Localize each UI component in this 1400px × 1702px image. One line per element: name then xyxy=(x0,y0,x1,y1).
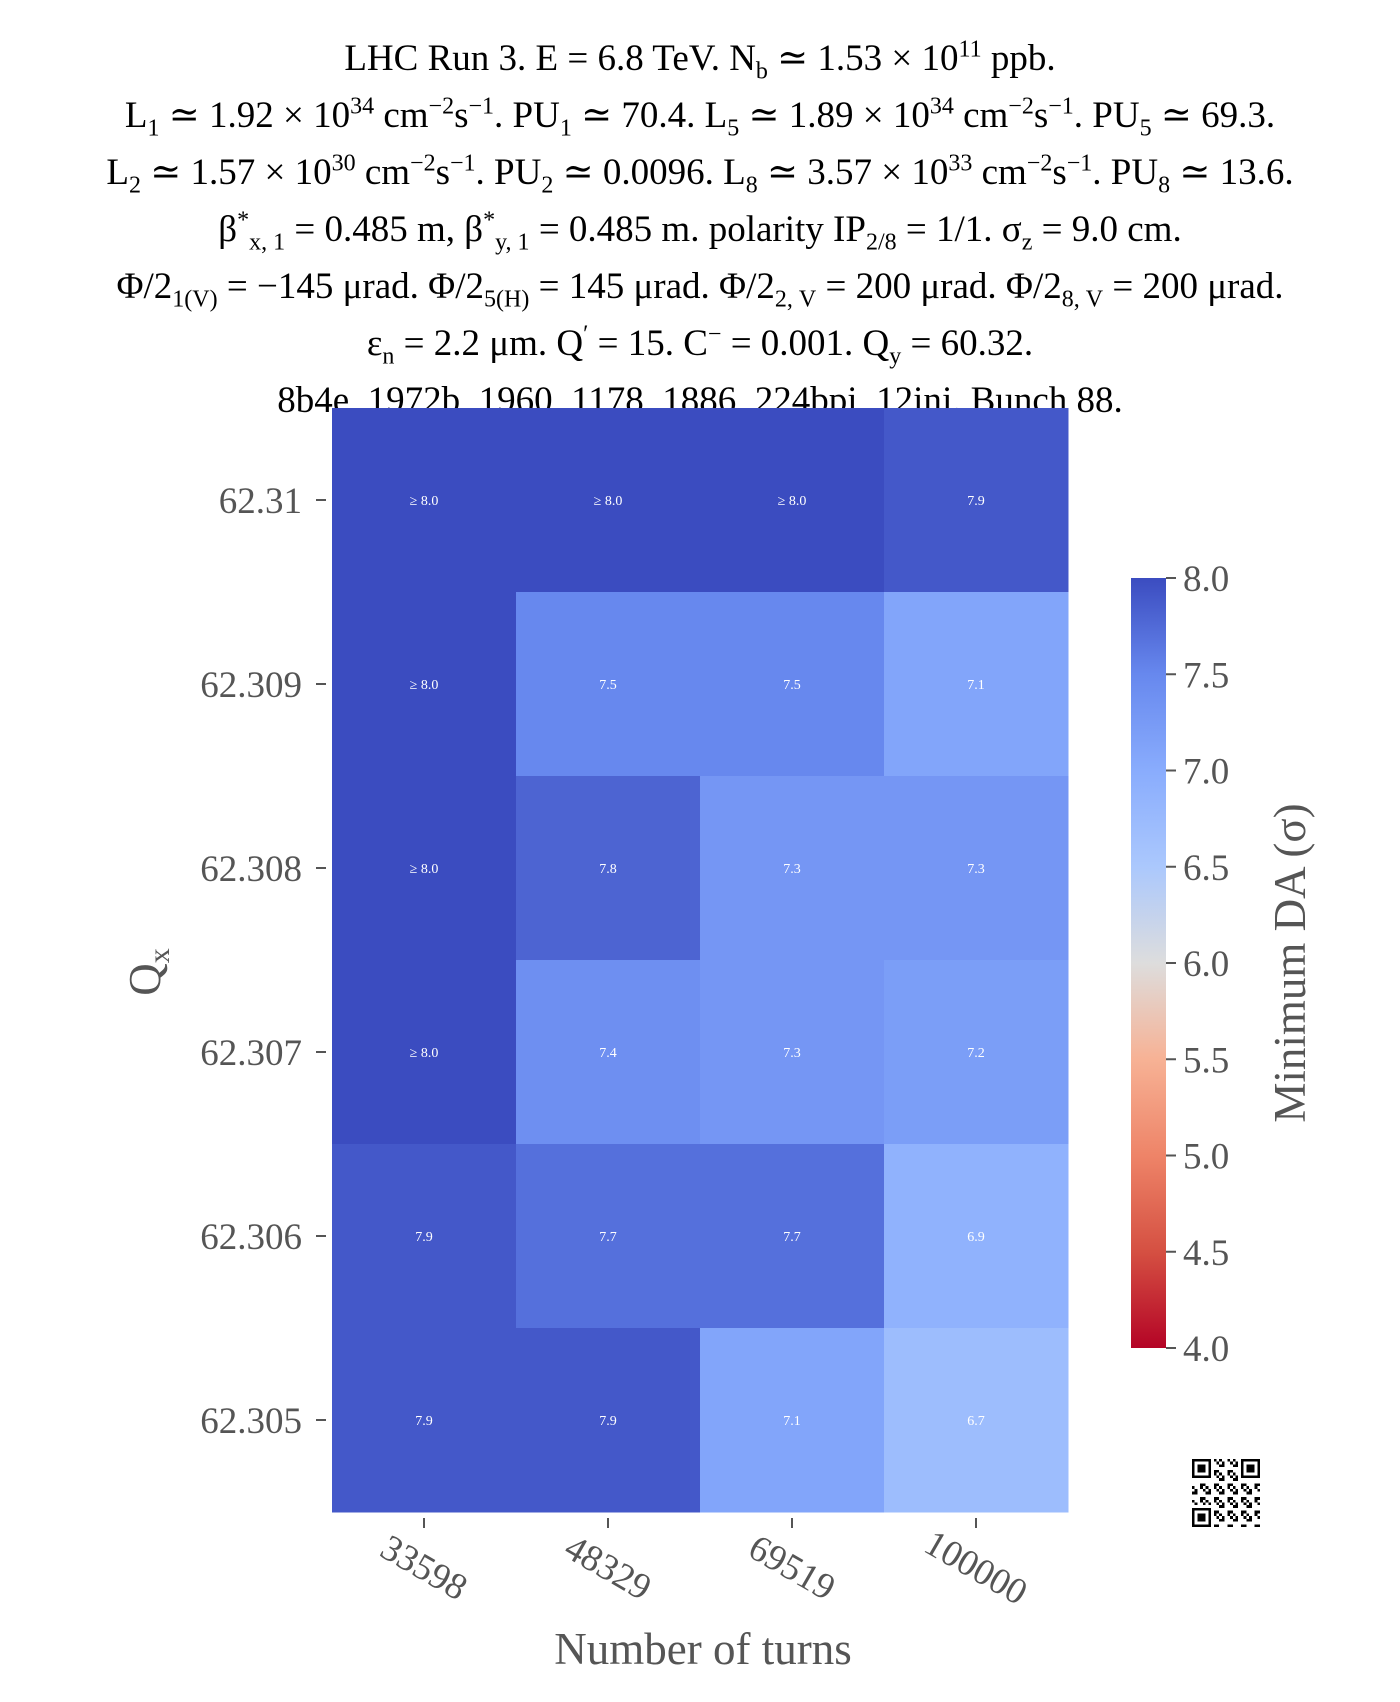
y-tick-label: 62.307 xyxy=(200,1033,302,1074)
heatmap-cell xyxy=(332,1144,517,1329)
heatmap-cell xyxy=(884,408,1069,593)
heatmap-cell xyxy=(700,960,885,1145)
colorbar-label: Minimum DA (σ) xyxy=(1265,803,1315,1122)
heatmap-cell xyxy=(516,1328,701,1513)
colorbar xyxy=(1131,578,1166,1348)
cell-label: 7.1 xyxy=(783,1414,801,1429)
heatmap-cell xyxy=(516,592,701,777)
x-axis-label: Number of turns xyxy=(554,1624,851,1674)
cell-label: 7.4 xyxy=(599,1046,617,1061)
heatmap-cell xyxy=(700,592,885,777)
heatmap-cell xyxy=(332,408,517,593)
cell-label: 7.7 xyxy=(599,1230,617,1245)
heatmap-cell xyxy=(884,1144,1069,1329)
y-tick-label: 62.31 xyxy=(219,481,302,522)
cell-label: 7.7 xyxy=(783,1230,801,1245)
x-tick-label: 48329 xyxy=(557,1527,658,1609)
colorbar-tick-label: 6.5 xyxy=(1183,848,1229,889)
x-tick-label: 33598 xyxy=(373,1527,474,1609)
cell-label: ≥ 8.0 xyxy=(410,1046,439,1061)
y-axis-label-sub: x xyxy=(143,948,176,963)
heatmap-cell xyxy=(332,960,517,1145)
heatmap-cell xyxy=(332,592,517,777)
colorbar-tick-label: 6.0 xyxy=(1183,944,1229,985)
cell-label: 7.9 xyxy=(415,1414,433,1429)
heatmap-cell xyxy=(700,408,885,593)
x-tick-label: 69519 xyxy=(741,1527,842,1609)
cell-label: 7.9 xyxy=(599,1414,617,1429)
heatmap-cell xyxy=(884,776,1069,961)
cell-label: 7.5 xyxy=(599,678,617,693)
colorbar-tick-label: 5.5 xyxy=(1183,1040,1229,1081)
title-line-4: β*x, 1 = 0.485 m, β*y, 1 = 0.485 m. pola… xyxy=(218,207,1182,256)
heatmap-cell xyxy=(884,1328,1069,1513)
y-axis-label: Qx xyxy=(120,948,176,996)
heatmap-cell xyxy=(332,1328,517,1513)
title-line-5: Φ/21(V) = −145 μrad. Φ/25(H) = 145 μrad.… xyxy=(116,266,1284,313)
y-axis-label-main: Q xyxy=(120,963,170,996)
title-line-1: LHC Run 3. E = 6.8 TeV. Nb ≃ 1.53 × 1011… xyxy=(344,36,1056,85)
heatmap-cell xyxy=(516,408,701,593)
heatmap-cell xyxy=(700,1144,885,1329)
cell-label: ≥ 8.0 xyxy=(594,494,623,509)
colorbar-ticks: 8.0 7.5 7.0 6.5 6.0 5.5 5.0 4.5 4.0 xyxy=(1166,559,1229,1370)
heatmap-cell xyxy=(700,776,885,961)
title-line-2: L1 ≃ 1.92 × 1034 cm−2s−1. PU1 ≃ 70.4. L5… xyxy=(124,93,1276,142)
heatmap-cell xyxy=(516,1144,701,1329)
cell-label: 6.7 xyxy=(967,1414,985,1429)
cell-label: 7.3 xyxy=(967,862,985,877)
heatmap-cell xyxy=(332,776,517,961)
cell-label: 7.3 xyxy=(783,862,801,877)
colorbar-tick-label: 7.0 xyxy=(1183,752,1229,793)
title-line-6: εn = 2.2 μm. Q′ = 15. C− = 0.001. Qy = 6… xyxy=(366,321,1034,370)
cell-label: 7.1 xyxy=(967,678,985,693)
cell-label: 7.3 xyxy=(783,1046,801,1061)
colorbar-tick-label: 4.0 xyxy=(1183,1329,1229,1370)
y-tick-label: 62.305 xyxy=(200,1401,302,1442)
x-tick-label: 100000 xyxy=(917,1523,1034,1614)
colorbar-tick-label: 5.0 xyxy=(1183,1137,1229,1178)
qr-code-icon xyxy=(1192,1459,1260,1527)
y-tick-label: 62.306 xyxy=(200,1217,302,1258)
colorbar-tick-label: 8.0 xyxy=(1183,559,1229,600)
cell-label: 7.5 xyxy=(783,678,801,693)
heatmap-cell xyxy=(884,960,1069,1145)
y-axis-ticks: 62.31 62.309 62.308 62.307 62.306 62.305 xyxy=(200,481,326,1442)
cell-label: 7.9 xyxy=(967,494,985,509)
heatmap-cell xyxy=(516,960,701,1145)
cell-label: 7.8 xyxy=(599,862,617,877)
cell-label: 7.9 xyxy=(415,1230,433,1245)
cell-label: ≥ 8.0 xyxy=(410,678,439,693)
svg-text:Qx: Qx xyxy=(120,948,176,996)
cell-label: ≥ 8.0 xyxy=(778,494,807,509)
heatmap-cell xyxy=(884,592,1069,777)
heatmap-cells: ≥ 8.0 ≥ 8.0 ≥ 8.0 7.9 ≥ 8.0 7.5 7.5 7.1 ≥ 8.0 7.8… xyxy=(332,408,1069,1513)
heatmap-cell xyxy=(516,776,701,961)
cell-label: 7.2 xyxy=(967,1046,985,1061)
cell-label: ≥ 8.0 xyxy=(410,494,439,509)
cell-label: ≥ 8.0 xyxy=(410,862,439,877)
colorbar-tick-label: 7.5 xyxy=(1183,655,1229,696)
y-tick-label: 62.308 xyxy=(200,849,302,890)
title-line-3: L2 ≃ 1.57 × 1030 cm−2s−1. PU2 ≃ 0.0096. … xyxy=(106,150,1294,199)
chart-title: LHC Run 3. E = 6.8 TeV. Nb ≃ 1.53 × 1011… xyxy=(0,30,1400,429)
cell-label: 6.9 xyxy=(967,1230,985,1245)
y-tick-label: 62.309 xyxy=(200,665,302,706)
colorbar-tick-label: 4.5 xyxy=(1183,1233,1229,1274)
heatmap-cell xyxy=(700,1328,885,1513)
x-axis-ticks: 33598 48329 69519 100000 xyxy=(373,1518,1034,1614)
